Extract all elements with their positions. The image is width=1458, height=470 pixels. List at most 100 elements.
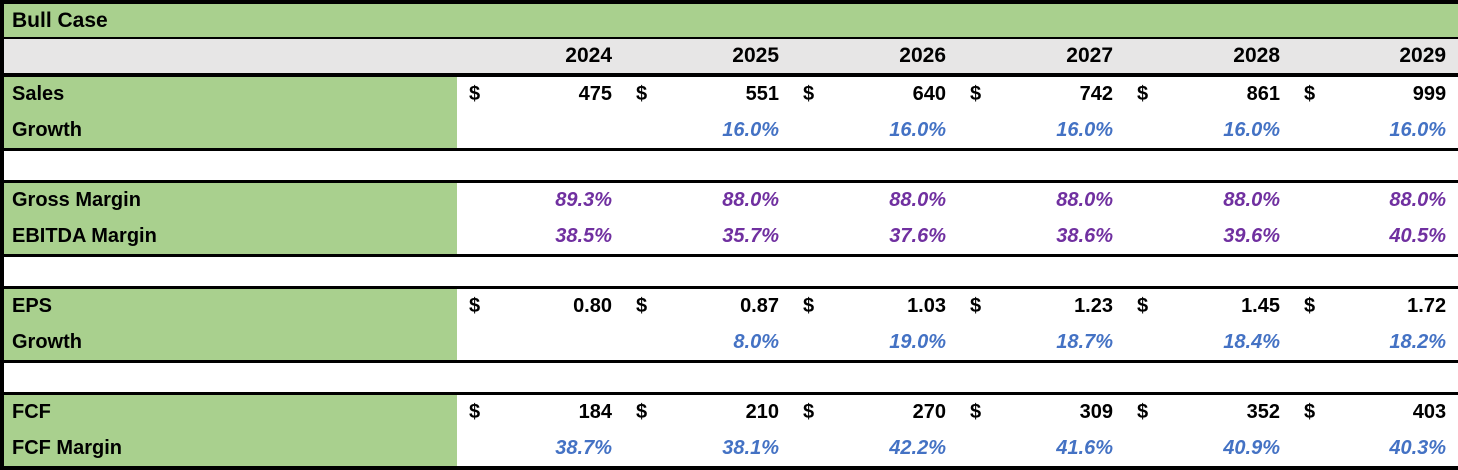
sheet-title-cell[interactable]: Bull Case [2,2,1458,40]
pct-cell[interactable]: 19.0% [791,324,958,364]
pct-cell[interactable] [457,112,624,152]
pct-cell[interactable]: 8.0% [624,324,791,364]
pct-cell[interactable]: 18.4% [1125,324,1292,364]
pct-cell[interactable]: 39.6% [1125,218,1292,258]
cell-value: 1.72 [1407,295,1447,318]
pct-cell[interactable]: 18.2% [1292,324,1458,364]
row-label[interactable]: Growth [2,112,457,152]
cell-value: 1.03 [907,295,946,318]
spacer-cell [2,255,1458,289]
cell-value: 309 [1079,401,1113,424]
spacer-row [2,361,1458,396]
row-label[interactable]: Gross Margin [2,181,457,219]
year-header[interactable]: 2029 [1292,38,1458,78]
row-label[interactable]: EBITDA Margin [2,218,457,258]
currency-symbol: $ [1304,401,1316,424]
spacer-row [2,255,1458,289]
currency-symbol: $ [1137,83,1149,106]
pct-cell[interactable]: 88.0% [1389,189,1447,212]
pct-cell[interactable]: 42.2% [889,436,946,459]
pct-cell[interactable]: 89.3% [555,189,612,212]
money-cell[interactable]: $1.72 [1292,287,1458,324]
money-cell[interactable]: $999 [1292,75,1458,112]
money-cell[interactable]: $1.03 [791,287,958,324]
currency-symbol: $ [469,83,481,106]
year-header[interactable]: 2025 [624,38,791,78]
row-label[interactable]: FCF Margin [2,430,457,468]
pct-cell[interactable]: 88.0% [889,189,946,212]
year-header[interactable]: 2027 [958,38,1125,78]
currency-symbol: $ [970,295,982,318]
currency-symbol: $ [469,401,481,424]
spacer-cell [2,361,1458,396]
pct-cell[interactable]: 38.5% [457,218,624,258]
pct-cell[interactable]: 16.0% [958,112,1125,152]
pct-cell[interactable]: 38.7% [555,436,612,459]
year-header[interactable]: 2028 [1125,38,1292,78]
money-cell[interactable]: $1.45 [1125,287,1292,324]
pct-cell[interactable]: 41.6% [1056,436,1113,459]
year-header[interactable]: 2026 [791,38,958,78]
pct-cell[interactable]: 40.9% [1223,436,1280,459]
cell-value: 403 [1412,401,1447,424]
money-cell[interactable]: $742 [958,75,1125,112]
table-row-eps: EPS $0.80 $0.87 $1.03 $1.23 $1.45 $1.72 [2,287,1458,325]
pct-cell[interactable]: 88.0% [1223,189,1280,212]
currency-symbol: $ [1137,401,1149,424]
currency-symbol: $ [1137,295,1149,318]
pct-cell[interactable]: 18.7% [958,324,1125,364]
currency-symbol: $ [1304,295,1316,318]
currency-symbol: $ [803,401,815,424]
table-row-sales: Sales $475 $551 $640 $742 $861 $999 [2,75,1458,113]
pct-cell[interactable]: 35.7% [624,218,791,258]
row-label[interactable]: FCF [2,393,457,431]
money-cell[interactable]: $861 [1125,75,1292,112]
pct-cell[interactable]: 40.5% [1292,218,1458,258]
pct-cell[interactable] [457,324,624,364]
title-row: Bull Case [2,2,1458,40]
cell-value: 551 [745,83,779,106]
money-cell[interactable]: $309 [958,394,1125,431]
money-cell[interactable]: $551 [624,75,791,112]
pct-cell[interactable]: 38.6% [958,218,1125,258]
currency-symbol: $ [636,295,648,318]
pct-cell[interactable]: 16.0% [1292,112,1458,152]
cell-value: 742 [1079,83,1113,106]
table-row-fcf-margin: FCF Margin 38.7% 38.1% 42.2% 41.6% 40.9%… [2,430,1458,468]
money-cell[interactable]: $210 [624,394,791,431]
currency-symbol: $ [1304,83,1316,106]
money-cell[interactable]: $270 [791,394,958,431]
currency-symbol: $ [803,83,815,106]
row-label[interactable]: EPS [2,287,457,325]
table-row-gross-margin: Gross Margin 89.3% 88.0% 88.0% 88.0% 88.… [2,181,1458,219]
currency-symbol: $ [970,83,982,106]
money-cell[interactable]: $1.23 [958,287,1125,324]
pct-cell[interactable]: 88.0% [1056,189,1113,212]
pct-cell[interactable]: 16.0% [624,112,791,152]
money-cell[interactable]: $403 [1292,394,1458,431]
year-header-row: 2024 2025 2026 2027 2028 2029 [2,38,1458,78]
money-cell[interactable]: $475 [457,75,624,112]
cell-value: 270 [912,401,946,424]
pct-cell[interactable]: 88.0% [722,189,779,212]
money-cell[interactable]: $184 [457,394,624,431]
pct-cell[interactable]: 16.0% [791,112,958,152]
row-label[interactable]: Sales [2,75,457,113]
money-cell[interactable]: $640 [791,75,958,112]
currency-symbol: $ [803,295,815,318]
header-empty-cell[interactable] [2,38,457,78]
money-cell[interactable]: $0.80 [457,287,624,324]
pct-cell[interactable]: 37.6% [791,218,958,258]
table-row-ebitda-margin: EBITDA Margin 38.5% 35.7% 37.6% 38.6% 39… [2,218,1458,258]
cell-value: 475 [578,83,612,106]
pct-cell[interactable]: 38.1% [722,436,779,459]
pct-cell[interactable]: 16.0% [1125,112,1292,152]
cell-value: 0.80 [573,295,612,318]
currency-symbol: $ [970,401,982,424]
row-label[interactable]: Growth [2,324,457,364]
money-cell[interactable]: $352 [1125,394,1292,431]
currency-symbol: $ [636,83,648,106]
money-cell[interactable]: $0.87 [624,287,791,324]
pct-cell[interactable]: 40.3% [1389,436,1447,459]
year-header[interactable]: 2024 [457,38,624,78]
